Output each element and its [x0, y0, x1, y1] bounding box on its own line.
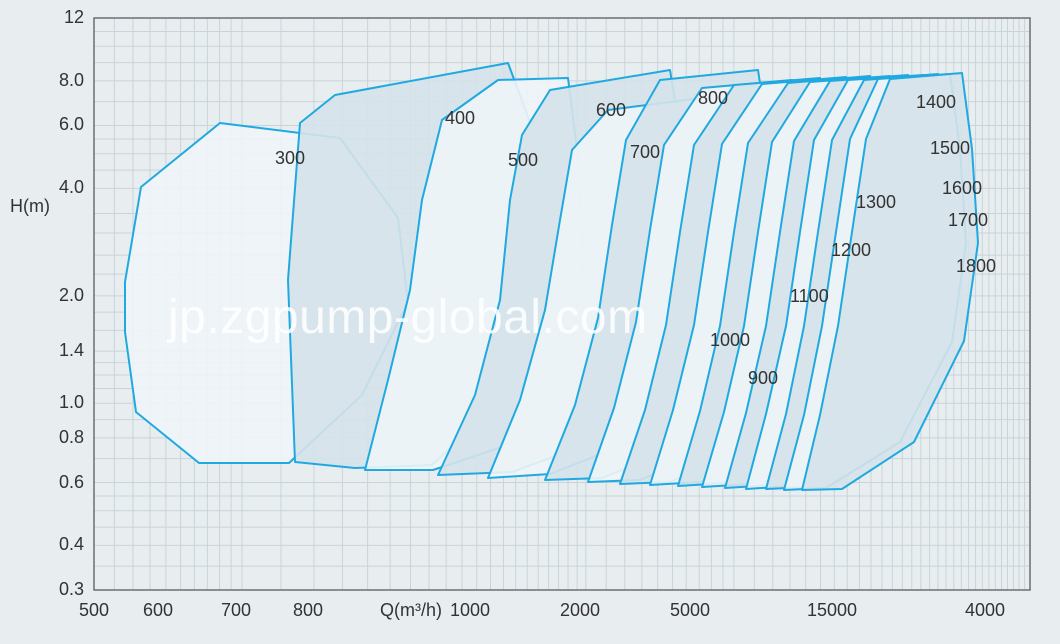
- x-tick-2000: 2000: [550, 600, 610, 621]
- region-label-700: 700: [630, 142, 660, 163]
- y-tick-0.8: 0.8: [34, 427, 84, 448]
- x-tick-700: 700: [206, 600, 266, 621]
- region-label-1300: 1300: [856, 192, 896, 213]
- chart-canvas: [0, 0, 1060, 644]
- region-label-500: 500: [508, 150, 538, 171]
- y-tick-2: 2.0: [34, 285, 84, 306]
- region-label-1500: 1500: [930, 138, 970, 159]
- region-label-1100: 1100: [790, 286, 829, 307]
- y-tick-4: 4.0: [34, 177, 84, 198]
- region-label-900: 900: [748, 368, 778, 389]
- y-tick-6: 6.0: [34, 114, 84, 135]
- y-tick-8: 8.0: [34, 70, 84, 91]
- region-label-1000: 1000: [710, 330, 750, 351]
- x-tick-600: 600: [128, 600, 188, 621]
- x-axis-label: Q(m³/h): [380, 600, 442, 621]
- y-tick-1: 1.0: [34, 392, 84, 413]
- y-tick-0.3: 0.3: [34, 579, 84, 600]
- region-label-1800: 1800: [956, 256, 996, 277]
- region-label-600: 600: [596, 100, 626, 121]
- y-tick-12: 12: [34, 7, 84, 28]
- region-label-300: 300: [275, 148, 305, 169]
- y-tick-0.4: 0.4: [34, 534, 84, 555]
- y-tick-1.4: 1.4: [34, 340, 84, 361]
- y-tick-0.6: 0.6: [34, 472, 84, 493]
- x-tick-500: 500: [64, 600, 124, 621]
- x-tick-15000: 15000: [802, 600, 862, 621]
- y-axis-label: H(m): [10, 196, 50, 217]
- region-label-1400: 1400: [916, 92, 956, 113]
- x-tick-5000: 5000: [660, 600, 720, 621]
- region-label-1600: 1600: [942, 178, 982, 199]
- pump-chart: H(m) Q(m³/h) jp.zgpump-global.com 0.30.4…: [0, 0, 1060, 644]
- region-label-1700: 1700: [948, 210, 988, 231]
- region-label-400: 400: [445, 108, 475, 129]
- region-label-1200: 1200: [831, 240, 871, 261]
- x-tick-4000: 4000: [955, 600, 1015, 621]
- x-tick-800: 800: [278, 600, 338, 621]
- x-tick-1000: 1000: [440, 600, 500, 621]
- region-label-800: 800: [698, 88, 728, 109]
